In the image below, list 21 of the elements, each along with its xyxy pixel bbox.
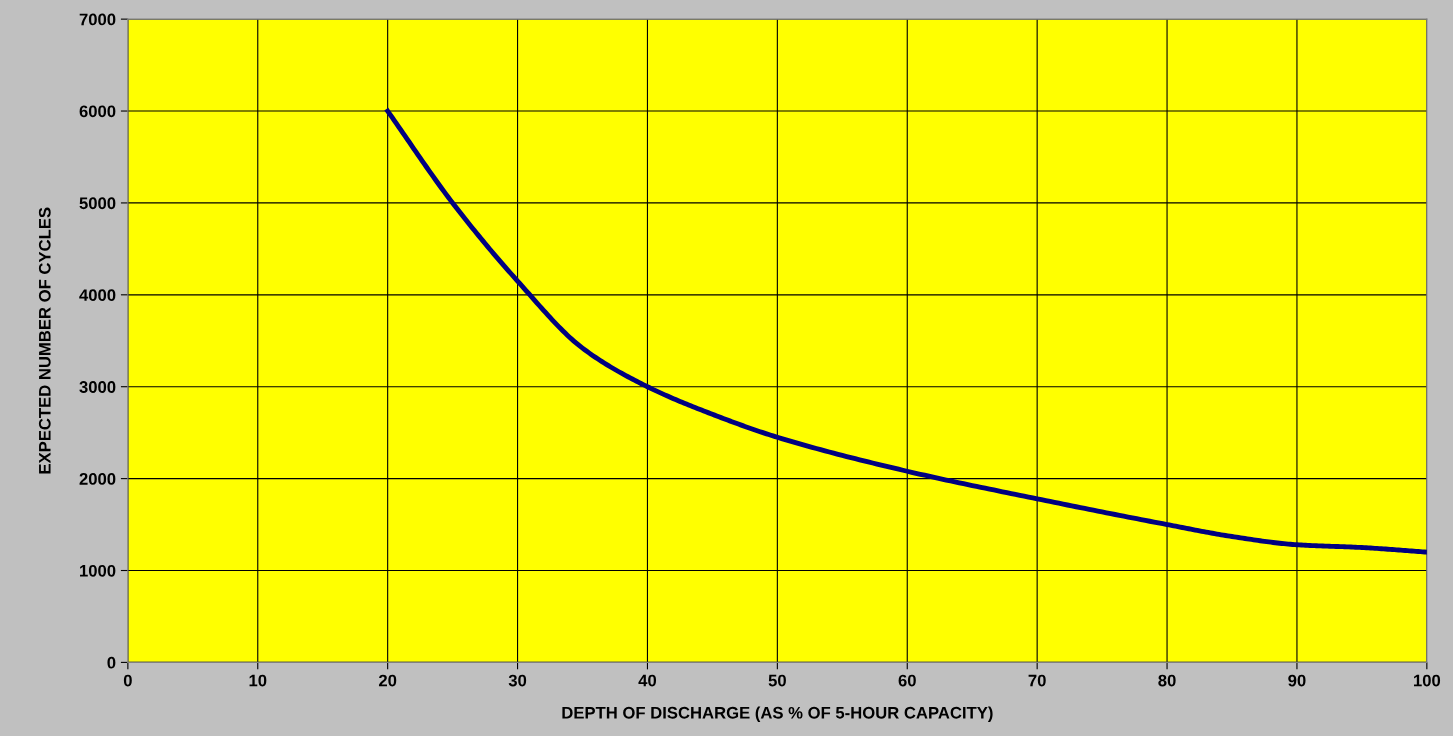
y-tick-label: 5000 — [79, 197, 116, 210]
x-tick-label: 0 — [123, 674, 132, 687]
y-tick-label: 2000 — [79, 473, 116, 485]
y-tick-label: 7000 — [79, 13, 116, 26]
x-tick-label: 60 — [898, 674, 916, 687]
x-tick-label: 70 — [1028, 674, 1046, 687]
x-tick-label: 100 — [1413, 674, 1441, 687]
y-axis-title: EXPECTED NUMBER OF CYCLES — [38, 207, 51, 474]
x-tick-label: 30 — [508, 674, 527, 687]
x-tick-label: 40 — [638, 674, 657, 687]
y-tick-label: 4000 — [79, 289, 116, 302]
y-tick-label: 0 — [107, 656, 116, 669]
y-tick-label: 6000 — [79, 105, 116, 118]
x-tick-label: 50 — [768, 674, 786, 687]
x-axis-title: DEPTH OF DISCHARGE (AS % OF 5-HOUR CAPACITY) — [562, 706, 993, 722]
y-tick-label: 3000 — [79, 381, 116, 393]
x-tick-label: 10 — [249, 674, 267, 687]
x-tick-label: 20 — [378, 674, 397, 687]
x-tick-label: 90 — [1288, 674, 1306, 687]
y-tick-label: 1000 — [80, 564, 116, 577]
x-tick-label: 80 — [1158, 674, 1176, 687]
